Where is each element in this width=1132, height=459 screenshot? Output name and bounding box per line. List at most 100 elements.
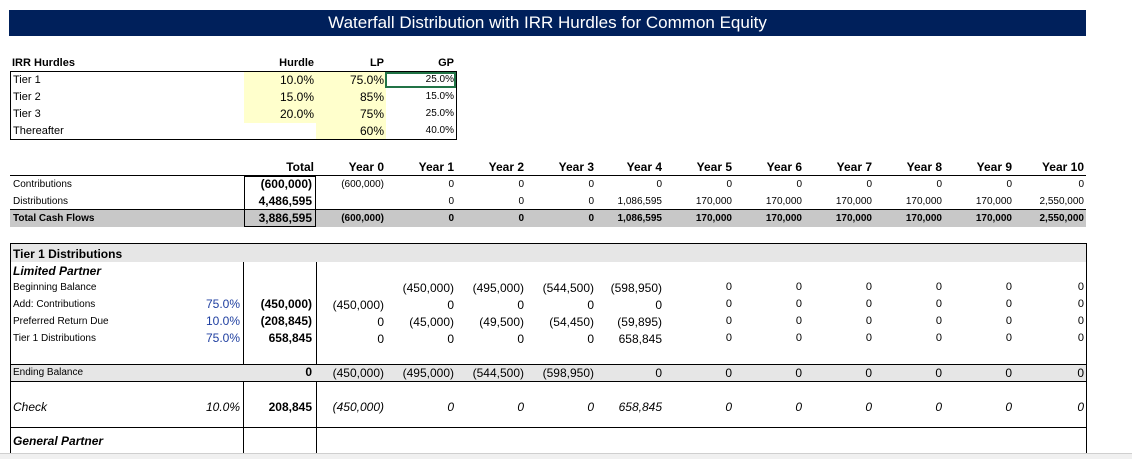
tier1-cell: 0 [725,332,732,344]
tier1-cell: (495,000) [472,281,524,295]
gp-share: 40.0% [425,125,454,136]
year-header: Year 1 [418,160,454,174]
horizontal-scrollbar[interactable] [0,453,1132,459]
cashflow-cell: 1,086,595 [617,213,663,224]
tier1-row-total: (450,000) [260,297,312,311]
tier1-cell: 0 [1005,315,1012,327]
tier1-cell: 0 [587,298,594,312]
cashflow-row-label: Total Cash Flows [13,213,95,224]
lp-share: 85% [359,90,384,104]
tier1-row-label: Preferred Return Due [13,316,109,327]
year-header: Year 7 [836,160,872,174]
tier1-row-pct: 10.0% [205,314,240,328]
tier1-cell: 0 [377,332,384,346]
tier1-cell: 0 [1005,332,1012,344]
cashflow-row-label: Distributions [13,196,69,207]
cashflow-cell: 0 [448,196,454,207]
tier1-cell: 658,845 [618,332,662,346]
tier1-cell: 0 [725,298,732,310]
tier1-cell: 0 [1005,281,1012,293]
cashflow-total: 3,886,595 [258,211,312,225]
tier1-cell: 0 [1077,315,1084,327]
tier1-cell: 0 [865,332,872,344]
hurdle-rate: 10.0% [279,73,314,87]
total-col-header: Total [286,160,314,174]
tier1-cell: 0 [1077,281,1084,293]
hurdle-row-label: Tier 1 [13,74,41,86]
hurdle-top-rule [10,71,457,72]
cashflow-cell: 170,000 [975,213,1012,224]
hurdle-col-header: Hurdle [279,57,314,69]
cashflow-cell: 170,000 [765,213,802,224]
year-header: Year 0 [348,160,384,174]
year-header: Year 5 [696,160,732,174]
cashflow-total: (600,000) [260,177,312,191]
tier1-cell: 0 [865,281,872,293]
cashflow-total: 4,486,595 [258,194,312,208]
check-cell: (450,000) [332,400,384,414]
tier1-cell: 0 [725,281,732,293]
hurdle-right-border [456,71,457,140]
cashflow-cell: 0 [656,179,662,190]
ending-bottom-rule [10,381,1087,382]
tier1-total-left-border [243,262,244,458]
year-header: Year 10 [1041,160,1084,174]
cashflow-cell: 0 [518,213,524,224]
tier1-right-border [1086,243,1087,458]
tier1-cell: 0 [725,315,732,327]
check-total: 208,845 [268,400,312,414]
tier1-row-label: Add: Contributions [13,299,96,310]
hurdle-input-fill [244,72,316,123]
ending-balance-cell: 0 [1077,366,1084,380]
check-cell: 0 [865,400,872,414]
page-title: Waterfall Distribution with IRR Hurdles … [328,13,767,32]
tier1-row-total: (208,845) [260,314,312,328]
ending-balance-cell: 0 [725,366,732,380]
tier1-cell: 0 [587,332,594,346]
tier1-cell: 0 [935,332,942,344]
ending-balance-cell: (544,500) [472,366,524,380]
gp-share: 25.0% [425,74,454,85]
tier1-cell: 0 [935,315,942,327]
check-label: Check [13,400,48,414]
year-header: Year 9 [976,160,1012,174]
hurdle-row-label: Tier 2 [13,91,41,103]
ending-balance-band [11,365,1086,381]
hurdle-bottom-rule [10,139,457,140]
tier1-cell: 0 [447,298,454,312]
irr-hurdles-header: IRR Hurdles [12,57,75,69]
tier1-cell: 0 [1005,298,1012,310]
check-cell: 0 [517,400,524,414]
gp-col-header: GP [438,57,454,69]
tier1-cell: (450,000) [402,281,454,295]
cashflow-cell: 170,000 [835,213,872,224]
ending-balance-cell: 0 [1005,366,1012,380]
check-cell: 658,845 [618,400,662,414]
lp-input-fill [316,72,386,140]
hurdle-rate: 15.0% [279,90,314,104]
cashflow-cell: 0 [1006,179,1012,190]
tier1-cell: (45,000) [409,315,454,329]
ending-balance-cell: (598,950) [542,366,594,380]
tier1-header: Tier 1 Distributions [13,247,123,261]
hurdle-row-label: Tier 3 [13,108,41,120]
tier1-cell: (54,450) [549,315,594,329]
tier1-cell: (598,950) [610,281,662,295]
cashflow-cell: 0 [588,213,594,224]
total-cashflows-band [10,210,1086,227]
tier1-cell: 0 [447,332,454,346]
tier1-cell: 0 [795,298,802,310]
cashflow-cell: 1,086,595 [617,196,663,207]
year-header: Year 6 [766,160,802,174]
year-header: Year 3 [558,160,594,174]
cashflow-cell: 0 [588,196,594,207]
tier1-cell: 0 [865,298,872,310]
cashflow-cell: 0 [796,179,802,190]
cashflow-row-label: Contributions [13,179,72,190]
selected-cell[interactable] [385,72,456,88]
hurdle-row-label: Thereafter [13,125,64,137]
tier1-cell: 0 [795,281,802,293]
cashflow-cell: 170,000 [975,196,1012,207]
lp-share: 75.0% [349,73,384,87]
cashflow-cell: (600,000) [341,179,384,190]
